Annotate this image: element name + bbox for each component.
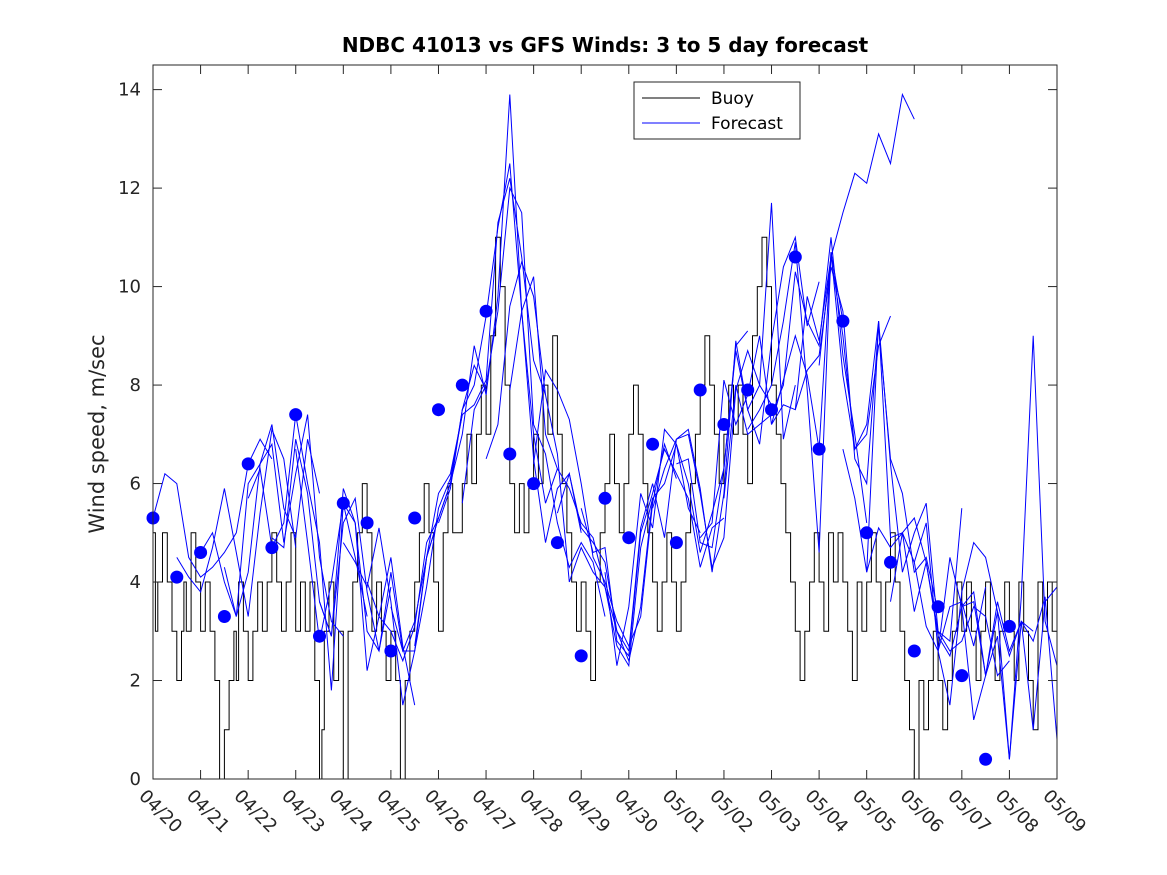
forecast-marker — [479, 304, 493, 318]
forecast-marker — [336, 496, 350, 510]
forecast-line-11 — [414, 94, 558, 647]
legend: Buoy Forecast — [633, 81, 801, 140]
forecast-marker — [408, 511, 422, 525]
forecast-line-16 — [533, 368, 677, 648]
forecast-marker — [717, 418, 731, 431]
forecast-line-13 — [461, 186, 606, 617]
forecast-line-12 — [438, 163, 582, 543]
y-tick-label: 12 — [118, 178, 141, 199]
forecast-marker — [693, 383, 707, 397]
forecast-line-22 — [676, 235, 820, 549]
forecast-marker — [265, 541, 279, 555]
forecast-marker — [455, 378, 469, 392]
legend-box — [633, 81, 801, 140]
forecast-line-4 — [247, 414, 368, 691]
forecast-line-18 — [580, 447, 725, 658]
forecast-marker — [646, 437, 660, 451]
forecast-marker — [955, 669, 969, 683]
forecast-marker — [527, 477, 541, 491]
forecast-marker — [907, 644, 921, 658]
forecast-marker — [622, 531, 636, 545]
forecast-line-34 — [961, 335, 1058, 760]
forecast-marker — [217, 610, 231, 623]
y-tick-label: 8 — [130, 375, 141, 396]
forecast-marker — [765, 403, 778, 417]
forecast-markers — [146, 250, 1016, 766]
forecast-marker — [669, 536, 683, 550]
forecast-line-20 — [628, 348, 772, 652]
forecast-marker — [384, 644, 398, 658]
legend-forecast-label: Forecast — [711, 114, 783, 134]
y-tick-label: 14 — [118, 80, 141, 101]
forecast-marker — [432, 403, 445, 417]
forecast-marker — [550, 536, 564, 550]
forecast-line-25 — [747, 242, 891, 553]
forecast-line-1 — [176, 427, 297, 617]
forecast-marker — [241, 457, 255, 471]
forecast-marker — [741, 383, 755, 397]
y-axis: 0 2 4 6 8 10 12 14 — [118, 80, 1057, 790]
forecast-marker — [931, 600, 945, 614]
forecast-marker — [194, 546, 208, 559]
forecast-line-10 — [390, 178, 546, 653]
forecast-line-9 — [366, 363, 487, 663]
y-axis-label: Wind speed, m/sec — [85, 334, 109, 533]
forecast-marker — [788, 250, 802, 264]
y-tick-label: 2 — [130, 671, 141, 692]
forecast-line-8 — [342, 414, 463, 706]
forecast-marker — [574, 649, 588, 663]
y-tick-label: 4 — [130, 572, 141, 593]
forecast-marker — [812, 442, 826, 456]
forecast-marker — [503, 447, 517, 461]
y-tick-label: 6 — [130, 474, 141, 495]
forecast-marker — [884, 555, 897, 569]
forecast-series — [152, 92, 1058, 760]
forecast-marker — [860, 526, 874, 540]
forecast-line-15 — [509, 276, 654, 668]
y-tick-label: 0 — [130, 769, 141, 790]
y-tick-label: 10 — [118, 277, 141, 298]
forecast-marker — [979, 752, 993, 766]
forecast-line-27 — [794, 266, 939, 612]
forecast-marker — [836, 314, 850, 328]
forecast-marker — [289, 408, 303, 422]
forecast-marker — [1002, 619, 1016, 633]
forecast-line-0 — [152, 438, 273, 578]
forecast-line-24 — [723, 237, 868, 523]
forecast-marker — [170, 570, 184, 584]
forecast-line-21 — [652, 202, 796, 573]
forecast-marker — [313, 629, 326, 643]
forecast-marker — [360, 516, 374, 530]
forecast-line-3 — [223, 414, 344, 637]
forecast-line-33 — [937, 557, 1058, 740]
plot-frame — [152, 64, 1058, 780]
forecast-line-30 — [866, 516, 1010, 677]
legend-buoy-label: Buoy — [711, 89, 754, 109]
chart-title: NDBC 41013 vs GFS Winds: 3 to 5 day fore… — [342, 33, 869, 57]
forecast-marker — [598, 491, 612, 505]
